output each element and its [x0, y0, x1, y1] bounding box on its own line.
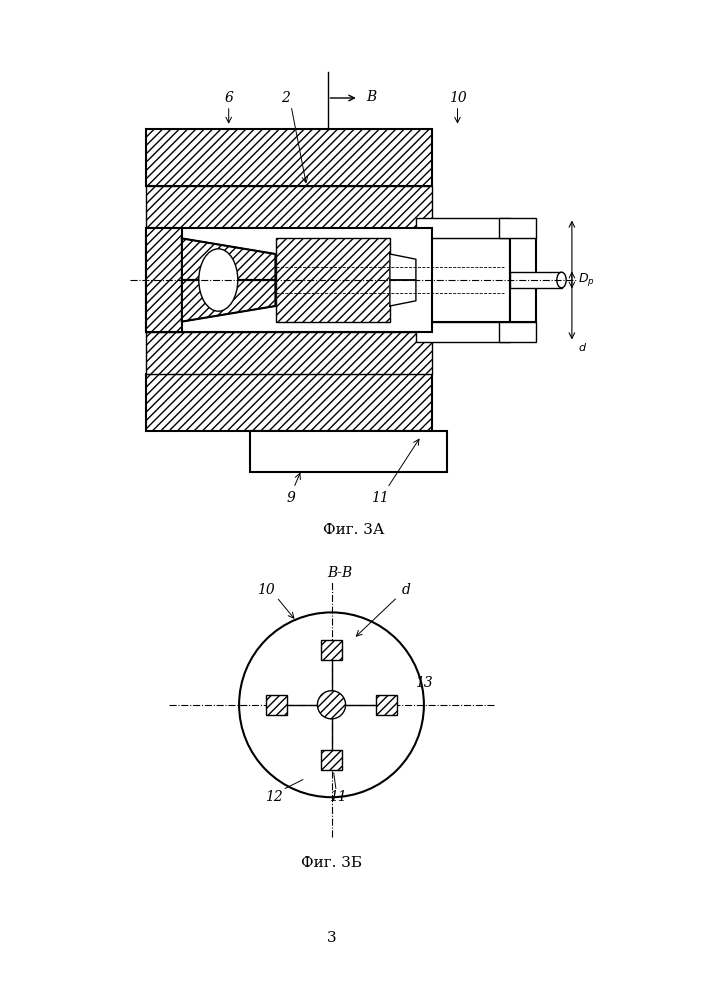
Bar [250, 431, 447, 472]
Bar [276, 238, 390, 322]
Text: Фиг. 3Б: Фиг. 3Б [301, 856, 362, 870]
Text: d: d [402, 583, 411, 597]
Bar [510, 238, 535, 322]
Circle shape [239, 612, 424, 797]
Polygon shape [182, 280, 276, 322]
Bar [146, 374, 431, 431]
Text: 10: 10 [449, 91, 467, 105]
Bar [146, 228, 431, 332]
Text: $D_р$: $D_р$ [578, 271, 595, 288]
Bar [499, 322, 535, 342]
Text: Фиг. 3А: Фиг. 3А [323, 523, 384, 537]
Text: 9: 9 [286, 491, 296, 505]
Bar [499, 218, 535, 238]
Bar [376, 695, 397, 715]
Bar [146, 186, 431, 228]
Ellipse shape [557, 272, 566, 288]
Bar [146, 332, 431, 374]
Text: 6: 6 [224, 91, 233, 105]
Polygon shape [390, 254, 416, 280]
Bar [416, 218, 510, 238]
Text: 11: 11 [329, 790, 347, 804]
Bar [146, 228, 182, 332]
Ellipse shape [199, 249, 238, 311]
Text: 3: 3 [327, 931, 337, 945]
Bar [416, 322, 510, 342]
Bar [322, 640, 341, 660]
Polygon shape [390, 280, 416, 306]
Text: В: В [366, 90, 377, 104]
Text: 2: 2 [281, 91, 291, 105]
Bar [510, 272, 561, 288]
Text: В-В: В-В [327, 566, 353, 580]
Bar [322, 750, 341, 770]
Polygon shape [182, 280, 276, 322]
Bar [146, 129, 431, 186]
Text: 10: 10 [257, 583, 274, 597]
Circle shape [317, 691, 346, 719]
Text: 11: 11 [370, 491, 388, 505]
Text: 13: 13 [415, 676, 433, 690]
Bar [416, 238, 510, 322]
Text: 12: 12 [265, 790, 284, 804]
Bar [267, 695, 286, 715]
Polygon shape [182, 238, 276, 280]
Text: d: d [578, 343, 585, 353]
Polygon shape [182, 238, 276, 280]
